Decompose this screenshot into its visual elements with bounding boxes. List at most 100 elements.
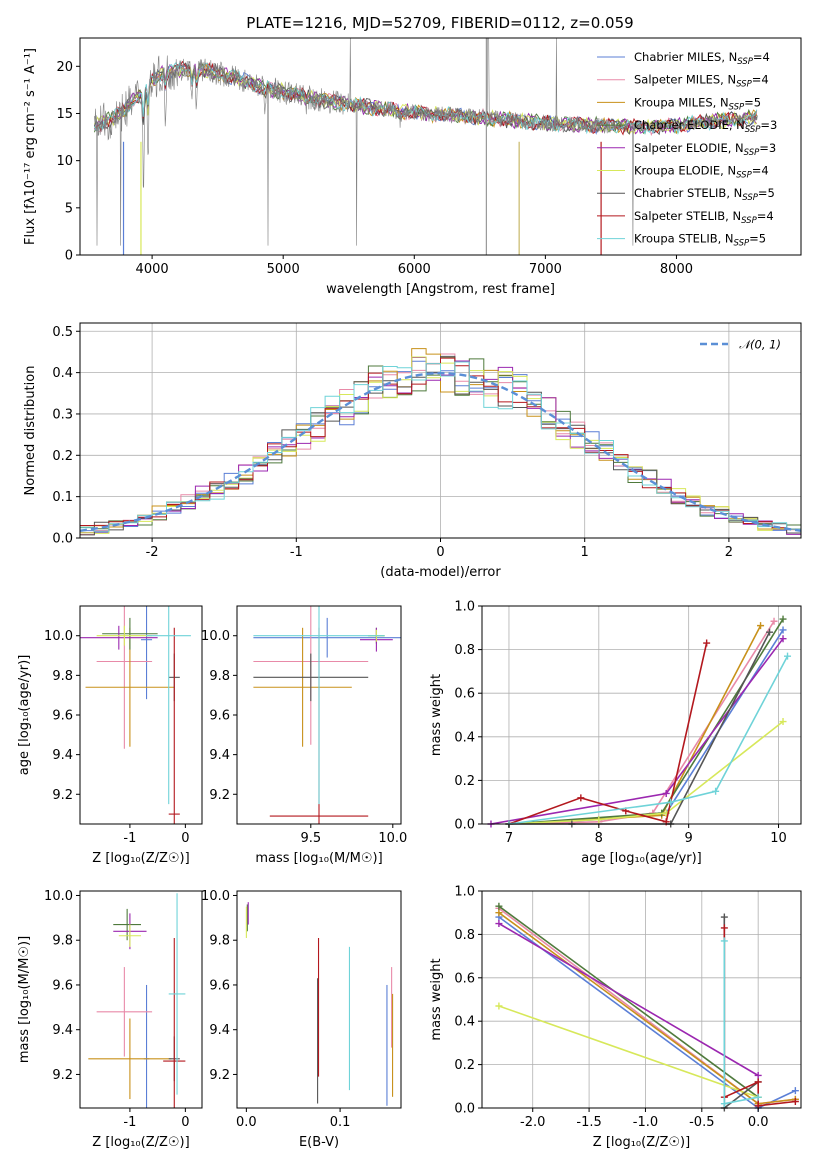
line-chabrier-stelib — [509, 631, 771, 825]
plot-area — [79, 348, 802, 536]
marker-salpeter-stelib — [577, 794, 585, 802]
y-axis-label: age [log₁₀(age/yr)] — [17, 655, 32, 776]
legend-subscript: SSP — [737, 57, 753, 67]
line-kroupa-elodie — [508, 720, 784, 825]
series-kroupa-miles — [505, 622, 765, 828]
y-axis-label: Flux [fλ10⁻¹⁷ erg cm⁻² s⁻¹ A⁻¹] — [23, 48, 38, 245]
line-chabrier-miles — [508, 629, 784, 825]
y-tick-label: 0.8 — [454, 928, 475, 943]
errorbar-kroupa-miles — [88, 1018, 172, 1100]
y-tick-label: 9.4 — [52, 748, 73, 763]
plot-area — [495, 902, 799, 1112]
x-tick-label: -1.0 — [633, 1115, 658, 1130]
errorbar-chabrier-elodie — [102, 617, 158, 650]
legend-nssp-value: =5 — [744, 95, 761, 109]
plot-area — [88, 893, 186, 1108]
x-tick-label: 0 — [436, 545, 444, 560]
y-tick-label: 9.2 — [209, 788, 230, 803]
line-kroupa-stelib — [508, 655, 789, 825]
marker-kroupa-stelib — [784, 652, 792, 660]
marker-salpeter-stelib — [703, 639, 711, 647]
y-tick-label: 10.0 — [201, 629, 230, 644]
y-tick-label: 1.0 — [454, 885, 475, 900]
marker-chabrier-elodie — [495, 902, 503, 910]
y-tick-label: 9.8 — [52, 669, 73, 684]
y-tick-label: 0.2 — [52, 449, 73, 464]
marker-kroupa-miles — [495, 909, 503, 917]
y-tick-label: 9.4 — [52, 1023, 73, 1038]
errorbar-kroupa-stelib — [146, 606, 191, 805]
plot-area — [93, 38, 758, 255]
y-tick-label: 9.6 — [209, 709, 230, 724]
errorbar-chabrier-miles — [141, 606, 153, 700]
y-tick-label: 5 — [65, 201, 73, 216]
y-tick-label: 1.0 — [454, 600, 475, 615]
errorbar-chabrier-miles — [253, 617, 401, 658]
y-tick-label: 10 — [56, 154, 73, 169]
chart-residual-distribution: -2 -1 0 1 2 0.0 0.1 0.2 0.3 0.4 0.5 (data-model)/er… — [23, 322, 802, 580]
legend-nssp-value: =3 — [759, 141, 776, 155]
axes-frame — [79, 605, 203, 825]
marker-kroupa-miles — [757, 622, 765, 630]
y-tick-label: 0.8 — [454, 643, 475, 658]
y-axis-label: mass weight — [429, 958, 444, 1040]
chart-age-vs-z: -1 0 9.2 9.4 9.6 9.8 10.0 Z [log₁₀(Z/Z☉)] age [l… — [17, 605, 203, 866]
marker-chabrier-elodie — [779, 615, 787, 623]
y-tick-label: 0.6 — [454, 971, 475, 986]
errorbar-chabrier-stelib — [253, 653, 369, 702]
marker-kroupa-elodie — [595, 816, 603, 824]
x-tick-label: -1 — [123, 831, 136, 846]
legend-label-chabrier-elodie: Chabrier ELODIE, NSSP=3 — [634, 118, 777, 135]
marker-salpeter-stelib — [720, 924, 728, 932]
y-tick-label: 10.0 — [44, 629, 73, 644]
x-tick-label: 8000 — [660, 262, 693, 277]
y-tick-label: 0.3 — [52, 407, 73, 422]
marker-salpeter-elodie — [662, 789, 670, 797]
legend-label-kroupa-miles: Kroupa MILES, NSSP=5 — [634, 95, 761, 112]
errorbar-salpeter-stelib — [163, 937, 186, 1108]
legend-subscript: SSP — [744, 148, 760, 158]
line-kroupa-elodie — [498, 1005, 759, 1098]
legend-subscript: SSP — [742, 193, 758, 203]
x-tick-label: 9.5 — [300, 831, 321, 846]
x-tick-label: 6000 — [398, 262, 431, 277]
axes-frame — [236, 890, 402, 1109]
y-tick-label: 0.0 — [454, 818, 475, 833]
series-kroupa-elodie — [505, 718, 787, 828]
errorbar-kroupa-stelib — [168, 893, 186, 1095]
legend-label-salpeter-stelib: Salpeter STELIB, NSSP=4 — [634, 209, 774, 226]
marker-chabrier-miles — [791, 1087, 799, 1095]
legend-label-salpeter-miles: Salpeter MILES, NSSP=4 — [634, 73, 769, 90]
legend-label-normal: 𝒩(0, 1) — [739, 338, 781, 352]
x-tick-label: 2 — [725, 545, 733, 560]
x-tick-label: 5000 — [267, 262, 300, 277]
legend-label-chabrier-stelib: Chabrier STELIB, NSSP=5 — [634, 186, 775, 203]
model-spectrum-kroupa-elodie — [93, 65, 758, 136]
errorbar-kroupa-elodie — [96, 625, 153, 646]
x-tick-label: 0.0 — [748, 1115, 769, 1130]
line-chabrier-elodie — [498, 905, 759, 1098]
x-tick-label: 7 — [505, 831, 513, 846]
legend-nssp-value: =3 — [760, 118, 777, 132]
y-tick-label: 9.4 — [209, 1023, 230, 1038]
y-tick-label: 0.4 — [454, 1015, 475, 1030]
spectrum-legend: Chabrier MILES, NSSP=4 Salpeter MILES, NS… — [597, 50, 777, 249]
y-tick-label: 0.6 — [454, 687, 475, 702]
y-tick-label: 0.4 — [454, 730, 475, 745]
series-kroupa-elodie — [495, 1002, 762, 1101]
errorbar-salpeter-elodie — [80, 625, 158, 650]
chart-mass-weight-vs-z: -2.0 -1.5 -1.0 -0.5 0.0 0.0 0.2 0.4 0.6 0.8 1.0 Z [… — [429, 885, 802, 1150]
y-tick-label: 0.0 — [454, 1102, 475, 1117]
y-tick-label: 0.2 — [454, 774, 475, 789]
legend-subscript: SSP — [745, 125, 761, 135]
series-salpeter-stelib — [720, 924, 799, 1110]
line-salpeter-miles — [508, 620, 775, 825]
line-salpeter-elodie — [498, 922, 759, 1077]
legend-label-chabrier-miles: Chabrier MILES, NSSP=4 — [634, 50, 770, 67]
x-tick-label: -2 — [146, 545, 159, 560]
chart-age-vs-mass: 9.5 10.0 9.2 9.4 9.6 9.8 10.0 mass [log₁₀(M/M☉)… — [201, 605, 407, 866]
y-tick-label: 9.4 — [209, 748, 230, 763]
legend-label-kroupa-stelib: Kroupa STELIB, NSSP=5 — [634, 232, 766, 249]
legend-nssp-value: =5 — [749, 232, 766, 246]
